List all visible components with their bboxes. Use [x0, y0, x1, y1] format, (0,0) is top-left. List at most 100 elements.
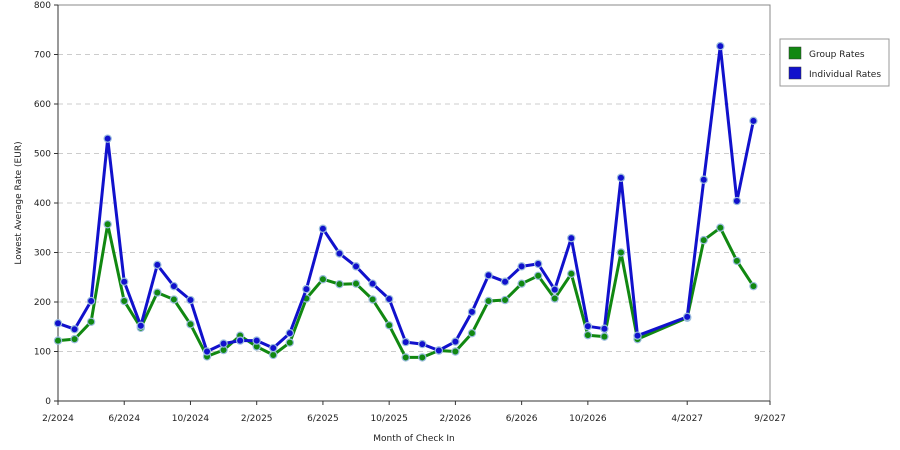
x-axis-ticks: 2/2024 6/2024 10/2024 2/2025 6/2025 10/2025 2/…	[42, 401, 786, 424]
data-point-individual-rates	[484, 271, 493, 280]
data-point-group-rates	[418, 353, 427, 362]
y-tick-label: 0	[45, 397, 51, 407]
data-point-individual-rates	[401, 337, 410, 347]
y-tick-label: 800	[34, 1, 51, 11]
data-point-group-rates	[368, 295, 377, 304]
data-point-group-rates	[500, 295, 510, 305]
data-point-individual-rates	[699, 175, 708, 184]
data-point-individual-rates	[517, 262, 526, 271]
y-tick-label: 600	[34, 100, 51, 110]
data-point-group-rates	[351, 279, 361, 288]
legend-swatch-individual-rates	[788, 66, 802, 80]
data-point-individual-rates	[120, 277, 129, 286]
data-point-individual-rates	[418, 339, 427, 349]
series-line-individual-rates	[56, 44, 755, 353]
data-point-individual-rates	[683, 312, 692, 322]
series-line-group-rates	[56, 222, 755, 359]
legend-swatch-group-rates	[788, 46, 802, 60]
data-point-group-rates	[484, 296, 493, 306]
data-point-individual-rates	[500, 277, 510, 286]
x-tick-label: 10/2025	[370, 414, 407, 424]
data-point-individual-rates	[451, 337, 460, 346]
x-tick-label: 10/2024	[172, 414, 210, 424]
y-tick-label: 400	[34, 199, 51, 209]
data-point-individual-rates	[53, 319, 63, 328]
data-point-individual-rates	[633, 331, 642, 340]
data-point-individual-rates	[136, 321, 145, 330]
y-tick-label: 500	[34, 150, 51, 160]
data-point-individual-rates	[202, 347, 212, 356]
x-tick-label: 4/2027	[671, 414, 703, 424]
data-point-individual-rates	[169, 281, 179, 291]
data-point-individual-rates	[550, 285, 559, 294]
data-point-individual-rates	[716, 41, 725, 51]
data-point-group-rates	[169, 295, 179, 304]
y-tick-label: 700	[34, 51, 51, 61]
data-point-individual-rates	[219, 339, 228, 348]
data-point-individual-rates	[533, 259, 543, 269]
data-point-individual-rates	[285, 328, 295, 338]
data-point-group-rates	[269, 350, 278, 360]
data-point-group-rates	[749, 281, 758, 291]
data-point-group-rates	[732, 256, 742, 266]
legend: Group Rates Individual Rates	[779, 38, 890, 87]
data-point-individual-rates	[583, 322, 593, 331]
data-point-individual-rates	[600, 324, 609, 333]
data-point-group-rates	[467, 328, 477, 338]
data-point-group-rates	[401, 353, 410, 362]
data-point-group-rates	[53, 336, 63, 345]
data-point-individual-rates	[103, 134, 112, 143]
data-point-individual-rates	[616, 173, 626, 182]
data-point-group-rates	[318, 275, 328, 284]
data-point-group-rates	[517, 279, 526, 288]
data-point-group-rates	[186, 320, 195, 329]
data-point-individual-rates	[153, 260, 162, 270]
data-point-individual-rates	[269, 343, 278, 353]
data-point-individual-rates	[252, 336, 261, 345]
data-point-individual-rates	[318, 224, 328, 233]
data-point-group-rates	[600, 332, 609, 341]
data-point-group-rates	[70, 334, 79, 344]
y-tick-label: 100	[34, 348, 51, 358]
x-tick-label: 6/2024	[108, 414, 140, 424]
legend-label-group-rates: Group Rates	[809, 50, 865, 60]
data-point-group-rates	[583, 330, 593, 340]
data-point-group-rates	[716, 223, 725, 232]
data-point-individual-rates	[235, 336, 245, 345]
y-tick-label: 200	[34, 298, 51, 308]
data-point-group-rates	[451, 347, 460, 356]
x-tick-label: 2/2024	[42, 414, 74, 424]
y-tick-label: 300	[34, 249, 51, 259]
data-point-individual-rates	[70, 325, 79, 334]
legend-label-individual-rates: Individual Rates	[809, 70, 881, 80]
data-point-individual-rates	[434, 346, 444, 355]
x-tick-label: 2/2025	[241, 414, 273, 424]
data-point-group-rates	[153, 288, 162, 297]
data-point-group-rates	[533, 271, 543, 280]
data-point-group-rates	[616, 248, 626, 257]
x-tick-label: 6/2025	[307, 414, 339, 424]
data-point-group-rates	[335, 279, 344, 289]
data-point-group-rates	[567, 269, 576, 278]
data-point-individual-rates	[567, 233, 576, 243]
data-point-individual-rates	[749, 116, 758, 126]
data-point-individual-rates	[467, 307, 477, 317]
data-point-individual-rates	[368, 279, 377, 288]
x-tick-label: 6/2026	[506, 414, 538, 424]
data-point-group-rates	[550, 294, 559, 303]
x-tick-label: 2/2026	[440, 414, 472, 424]
data-point-group-rates	[120, 296, 129, 306]
y-axis-ticks: 0 100 200 300 400 500 600 700 800	[34, 1, 58, 407]
data-point-group-rates	[699, 235, 708, 245]
data-point-group-rates	[285, 338, 295, 347]
data-point-individual-rates	[732, 196, 742, 206]
gridlines	[58, 54, 770, 352]
data-point-individual-rates	[351, 262, 361, 271]
data-point-group-rates	[384, 321, 394, 330]
series-lines	[53, 41, 758, 362]
x-axis-title: Month of Check In	[373, 434, 455, 444]
data-point-group-rates	[86, 317, 96, 326]
data-point-group-rates	[103, 220, 112, 229]
data-point-individual-rates	[384, 294, 394, 304]
